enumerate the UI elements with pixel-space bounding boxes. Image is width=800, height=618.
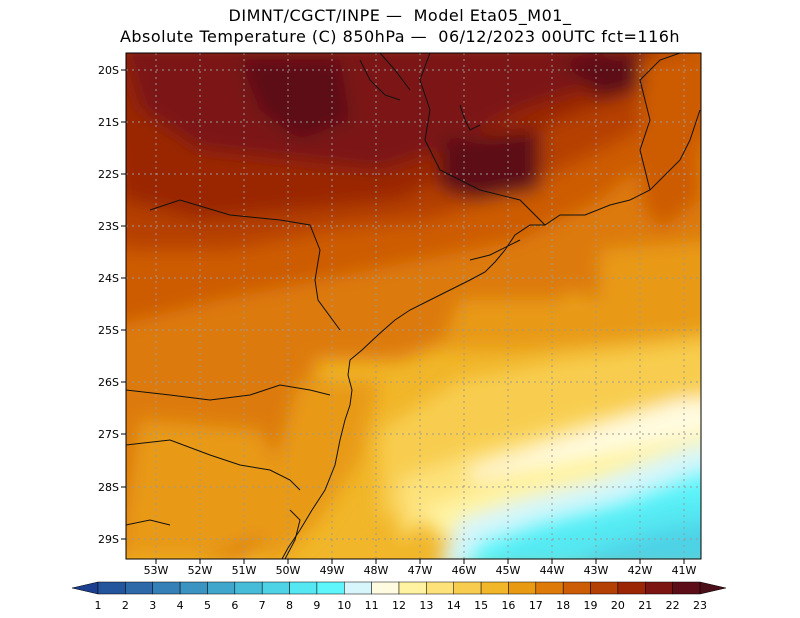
lon-label-46w: 46W (452, 564, 477, 577)
colorbar-cell (617, 581, 646, 595)
colorbar-label: 17 (529, 599, 543, 612)
colorbar-label: 13 (419, 599, 433, 612)
lon-label-53w: 53W (144, 564, 169, 577)
lon-label-43w: 43W (584, 564, 609, 577)
colorbar-label: 9 (313, 599, 320, 612)
map-title-line2: Absolute Temperature (C) 850hPa — 06/12/… (119, 27, 681, 46)
lon-label-52w: 52W (188, 564, 213, 577)
colorbar-cell (316, 581, 345, 595)
lat-label-23s: 23S (98, 220, 119, 233)
colorbar-label: 10 (337, 599, 351, 612)
colorbar-cell (234, 581, 263, 595)
colorbar-label: 23 (693, 599, 707, 612)
colorbar-cell (426, 581, 454, 595)
colorbar-label: 21 (638, 599, 652, 612)
lat-label-29s: 29S (98, 533, 119, 546)
lat-ticks (121, 69, 126, 540)
colorbar-label: 11 (365, 599, 379, 612)
lon-label-44w: 44W (540, 564, 565, 577)
colorbar-cell (152, 581, 181, 595)
colorbar: 1 2 3 4 5 6 7 8 9 10 11 12 13 14 15 16 17 18 19 20 21 22 23 (71, 581, 727, 612)
lat-label-25s: 25S (98, 324, 119, 337)
colorbar-cell (398, 581, 427, 595)
colorbar-cell (535, 581, 564, 595)
colorbar-label: 8 (286, 599, 293, 612)
lat-label-24s: 24S (98, 272, 119, 285)
colorbar-cell (344, 581, 372, 595)
colorbar-cell (207, 581, 236, 595)
map-frame (125, 52, 702, 560)
colorbar-cell (508, 581, 537, 595)
lon-label-49w: 49W (320, 564, 345, 577)
lon-label-51w: 51W (232, 564, 257, 577)
lon-label-47w: 47W (408, 564, 433, 577)
colorbar-label: 1 (95, 599, 102, 612)
colorbar-over-arrow (699, 581, 727, 595)
lat-label-22s: 22S (98, 168, 119, 181)
colorbar-label: 22 (666, 599, 680, 612)
lat-label-27s: 27S (98, 428, 119, 441)
colorbar-label: 6 (231, 599, 238, 612)
colorbar-label: 7 (259, 599, 266, 612)
colorbar-under-arrow (71, 581, 99, 595)
colorbar-label: 15 (474, 599, 488, 612)
lat-label-21s: 21S (98, 116, 119, 129)
colorbar-cell (480, 581, 509, 595)
colorbar-label: 5 (204, 599, 211, 612)
colorbar-label: 16 (501, 599, 515, 612)
colorbar-label: 12 (392, 599, 406, 612)
coastline-and-borders (126, 53, 701, 559)
colorbar-label: 18 (556, 599, 570, 612)
colorbar-cell (97, 581, 126, 595)
colorbar-label: 20 (611, 599, 625, 612)
map-title-line1: DIMNT/CGCT/INPE — Model Eta05_M01_ (228, 6, 572, 25)
colorbar-cell (371, 581, 400, 595)
colorbar-cell (179, 581, 208, 595)
graticule (126, 53, 701, 559)
colorbar-cell (125, 581, 153, 595)
colorbar-label: 2 (122, 599, 129, 612)
lon-label-42w: 42W (628, 564, 653, 577)
colorbar-cell (562, 581, 591, 595)
colorbar-cell (453, 581, 482, 595)
colorbar-label: 3 (149, 599, 156, 612)
lon-label-48w: 48W (364, 564, 389, 577)
temperature-field (126, 53, 701, 559)
lat-label-28s: 28S (98, 481, 119, 494)
colorbar-cell (261, 581, 290, 595)
lon-label-41w: 41W (672, 564, 697, 577)
lon-label-45w: 45W (496, 564, 521, 577)
colorbar-cell (645, 581, 673, 595)
lat-label-20s: 20S (98, 64, 119, 77)
lon-label-50w: 50W (276, 564, 301, 577)
colorbar-label: 19 (584, 599, 598, 612)
colorbar-cell (672, 581, 701, 595)
colorbar-cell (590, 581, 619, 595)
lon-ticks (155, 559, 685, 564)
lat-label-26s: 26S (98, 376, 119, 389)
colorbar-label: 4 (177, 599, 184, 612)
colorbar-cell (289, 581, 318, 595)
lat-labels: 20S 21S 22S 23S 24S 25S 26S 27S 28S 29S (98, 64, 119, 546)
colorbar-label: 14 (447, 599, 461, 612)
lon-labels: 53W 52W 51W 50W 49W 48W 47W 46W 45W 44W … (144, 564, 697, 577)
